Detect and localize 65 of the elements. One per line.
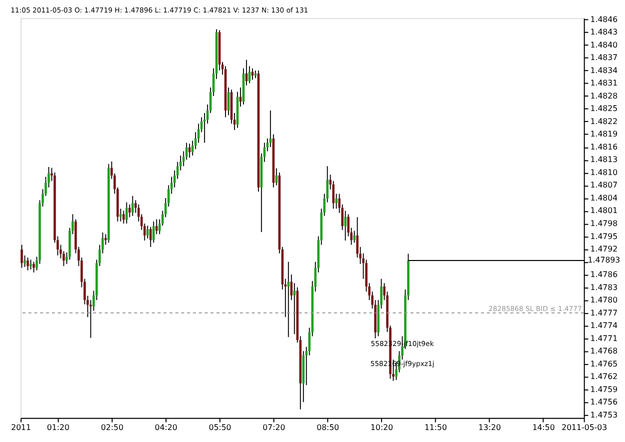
y-tick-label: 1.4792 bbox=[590, 244, 618, 254]
y-tick-label: 1.4765 bbox=[590, 359, 618, 368]
x-tick-label: 13:20 bbox=[478, 423, 501, 432]
y-tick-label: 1.4837 bbox=[590, 53, 618, 62]
x-tick-label: 08:50 bbox=[316, 423, 340, 432]
y-tick-label: 1.4774 bbox=[590, 321, 618, 330]
x-tick-label: 04:20 bbox=[154, 423, 178, 432]
y-tick-label: 1.4825 bbox=[590, 104, 618, 114]
candlestick bbox=[293, 282, 296, 335]
y-tick-label: 1.4816 bbox=[590, 142, 618, 152]
y-tick-label: 1.4753 bbox=[590, 410, 618, 420]
x-tick-label: 02:50 bbox=[100, 423, 124, 432]
candlestick bbox=[104, 234, 107, 246]
y-tick-label: 1.4819 bbox=[590, 130, 618, 139]
y-tick-label: 1.4762 bbox=[590, 372, 618, 382]
y-tick-label: 1.4822 bbox=[590, 116, 618, 126]
candlestick bbox=[353, 230, 356, 244]
candlestick bbox=[152, 220, 155, 244]
candlestick bbox=[269, 110, 272, 148]
y-tick-label: 1.4783 bbox=[590, 282, 618, 292]
candlestick bbox=[24, 254, 26, 268]
y-tick-label: 1.4780 bbox=[590, 296, 618, 305]
candlestick bbox=[149, 226, 152, 248]
y-tick-label: 1.4810 bbox=[590, 168, 618, 177]
candlestick bbox=[90, 300, 92, 338]
y-tick-label: 1.4756 bbox=[590, 398, 618, 407]
y-tick-label: 1.4795 bbox=[590, 232, 618, 241]
x-tick-label: 14:50 bbox=[532, 423, 555, 432]
candlestick bbox=[26, 257, 29, 271]
y-tick-label: 1.4804 bbox=[590, 193, 618, 202]
y-tick-label: 1.4768 bbox=[590, 346, 618, 356]
y-tick-label: 1.4846 bbox=[590, 14, 618, 24]
y-tick-label: 1.4807 bbox=[590, 180, 618, 190]
ref-line-label: 1.47893 bbox=[588, 256, 620, 264]
y-tick-label: 1.4786 bbox=[590, 270, 618, 280]
y-tick-label: 1.4843 bbox=[590, 28, 618, 37]
candlestick bbox=[128, 204, 131, 218]
y-tick-label: 1.4777 bbox=[590, 308, 618, 318]
y-tick-label: 1.4828 bbox=[590, 91, 618, 100]
candlestick bbox=[146, 225, 149, 239]
candlestick bbox=[344, 210, 347, 242]
y-tick-label: 1.4759 bbox=[590, 384, 618, 394]
candlestick bbox=[32, 261, 35, 273]
x-tick-label: 2011-05-03 bbox=[562, 423, 608, 432]
x-tick-label: 2011 bbox=[11, 423, 32, 432]
candlestick bbox=[30, 259, 32, 270]
y-tick-label: 1.4771 bbox=[590, 334, 618, 343]
x-tick-label: 05:50 bbox=[208, 423, 232, 432]
candlestick bbox=[155, 218, 158, 235]
y-tick-label: 1.4813 bbox=[590, 155, 618, 164]
x-tick-label: 10:20 bbox=[370, 423, 394, 432]
y-tick-label: 1.4801 bbox=[590, 206, 618, 216]
candlestick bbox=[119, 208, 122, 222]
x-tick-label: 01:20 bbox=[46, 423, 70, 432]
candlestick bbox=[131, 195, 134, 216]
x-tick-label: 07:20 bbox=[262, 423, 286, 432]
candlestick bbox=[20, 244, 23, 268]
y-tick-label: 1.4831 bbox=[590, 78, 618, 88]
candlestick bbox=[335, 193, 338, 210]
y-tick-label: 1.4798 bbox=[590, 218, 618, 228]
candlestick bbox=[122, 210, 125, 224]
x-tick-label: 11:50 bbox=[424, 423, 448, 432]
candlestick bbox=[125, 202, 128, 224]
y-tick-label: 1.4840 bbox=[590, 40, 618, 50]
y-tick-label: 1.4834 bbox=[590, 66, 618, 75]
